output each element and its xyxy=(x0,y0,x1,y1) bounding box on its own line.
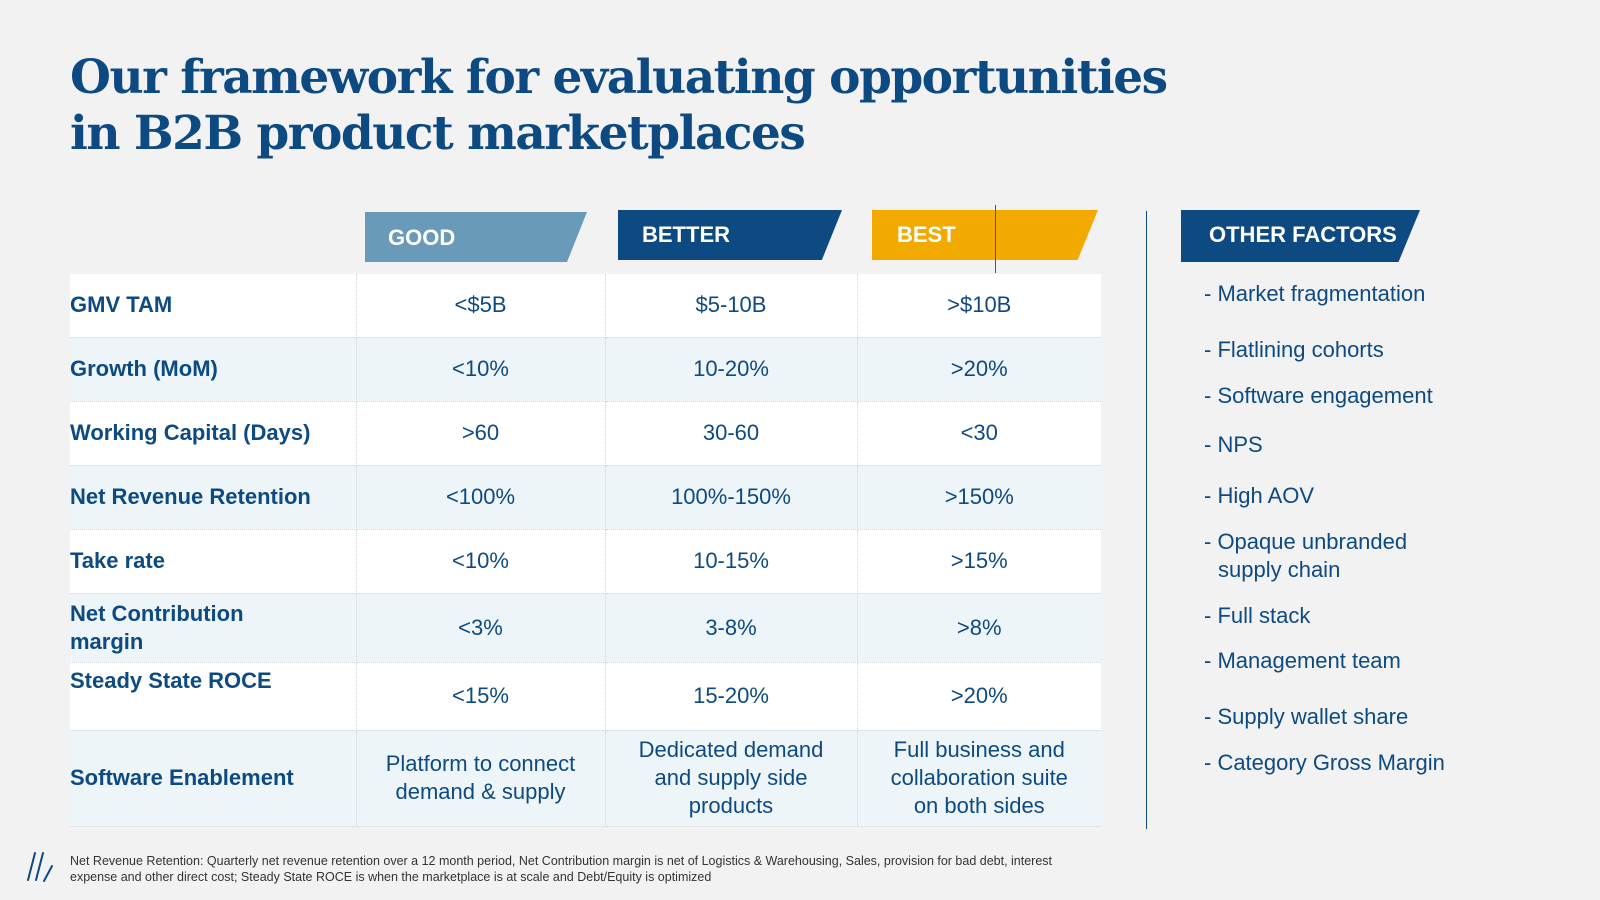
cell-best: >$10B xyxy=(857,274,1101,338)
factor-item: - Management team xyxy=(1204,648,1401,673)
table-row: Working Capital (Days) >60 30-60 <30 xyxy=(70,401,1101,466)
cell-better: 30-60 xyxy=(605,401,858,466)
cell-best: <30 xyxy=(857,401,1101,466)
factor-item: - Software engagement xyxy=(1204,383,1433,408)
factor-item: - Supply wallet share xyxy=(1204,704,1409,729)
cell-good: <10% xyxy=(356,529,606,594)
cell-better: 10-20% xyxy=(605,337,858,402)
factor-item: - High AOV xyxy=(1204,483,1315,508)
cell-better: 15-20% xyxy=(605,662,858,731)
factor-item: - Flatlining cohorts xyxy=(1204,337,1384,362)
table-row: Software Enablement Platform to connect … xyxy=(70,730,1101,827)
cell-best: Full business and collaboration suite on… xyxy=(857,730,1101,827)
row-label: GMV TAM xyxy=(70,274,357,338)
factor-item: - NPS xyxy=(1204,432,1263,457)
row-label: Working Capital (Days) xyxy=(70,401,357,466)
factor-item: - Full stack xyxy=(1204,603,1311,628)
cell-better: 3-8% xyxy=(605,593,858,663)
cell-good: >60 xyxy=(356,401,606,466)
column-divider xyxy=(1146,211,1147,829)
row-label: Steady State ROCE xyxy=(70,662,357,731)
tier-header-good: GOOD xyxy=(365,212,587,262)
framework-table: GMV TAM <$5B $5-10B >$10B Growth (MoM) <… xyxy=(70,274,1101,827)
cell-good: <10% xyxy=(356,337,606,402)
cell-good: <100% xyxy=(356,465,606,530)
tier-header-better: BETTER xyxy=(618,210,842,260)
table-row: Steady State ROCE <15% 15-20% >20% xyxy=(70,662,1101,731)
table-row: GMV TAM <$5B $5-10B >$10B xyxy=(70,274,1101,338)
cell-best: >8% xyxy=(857,593,1101,663)
table-row: Take rate <10% 10-15% >15% xyxy=(70,529,1101,594)
cell-better: 100%-150% xyxy=(605,465,858,530)
cell-better: 10-15% xyxy=(605,529,858,594)
cell-good: <3% xyxy=(356,593,606,663)
cell-better: $5-10B xyxy=(605,274,858,338)
table-row: Net Contribution margin <3% 3-8% >8% xyxy=(70,593,1101,663)
factor-item: - Market fragmentation xyxy=(1204,281,1426,306)
row-label: Growth (MoM) xyxy=(70,337,357,402)
tier-header-best: BEST xyxy=(872,210,1098,260)
row-label: Software Enablement xyxy=(70,730,357,827)
tick-mark xyxy=(995,205,996,273)
factor-item-continued: supply chain xyxy=(1218,557,1341,582)
factor-item: - Category Gross Margin xyxy=(1204,750,1445,775)
cell-best: >15% xyxy=(857,529,1101,594)
cell-best: >20% xyxy=(857,662,1101,731)
page-title: Our framework for evaluating opportuniti… xyxy=(70,50,1168,161)
cell-better: Dedicated demand and supply side product… xyxy=(605,730,858,827)
cell-good: Platform to connect demand & supply xyxy=(356,730,606,827)
cell-good: <$5B xyxy=(356,274,606,338)
row-label: Net Revenue Retention xyxy=(70,465,357,530)
footnote: Net Revenue Retention: Quarterly net rev… xyxy=(70,854,1053,884)
brand-logo-icon xyxy=(27,852,53,882)
row-label: Take rate xyxy=(70,529,357,594)
table-row: Net Revenue Retention <100% 100%-150% >1… xyxy=(70,465,1101,530)
table-row: Growth (MoM) <10% 10-20% >20% xyxy=(70,337,1101,402)
cell-good: <15% xyxy=(356,662,606,731)
row-label: Net Contribution margin xyxy=(70,593,357,663)
factor-item: - Opaque unbranded xyxy=(1204,529,1408,554)
cell-best: >20% xyxy=(857,337,1101,402)
cell-best: >150% xyxy=(857,465,1101,530)
other-factors-header: OTHER FACTORS xyxy=(1181,210,1420,262)
